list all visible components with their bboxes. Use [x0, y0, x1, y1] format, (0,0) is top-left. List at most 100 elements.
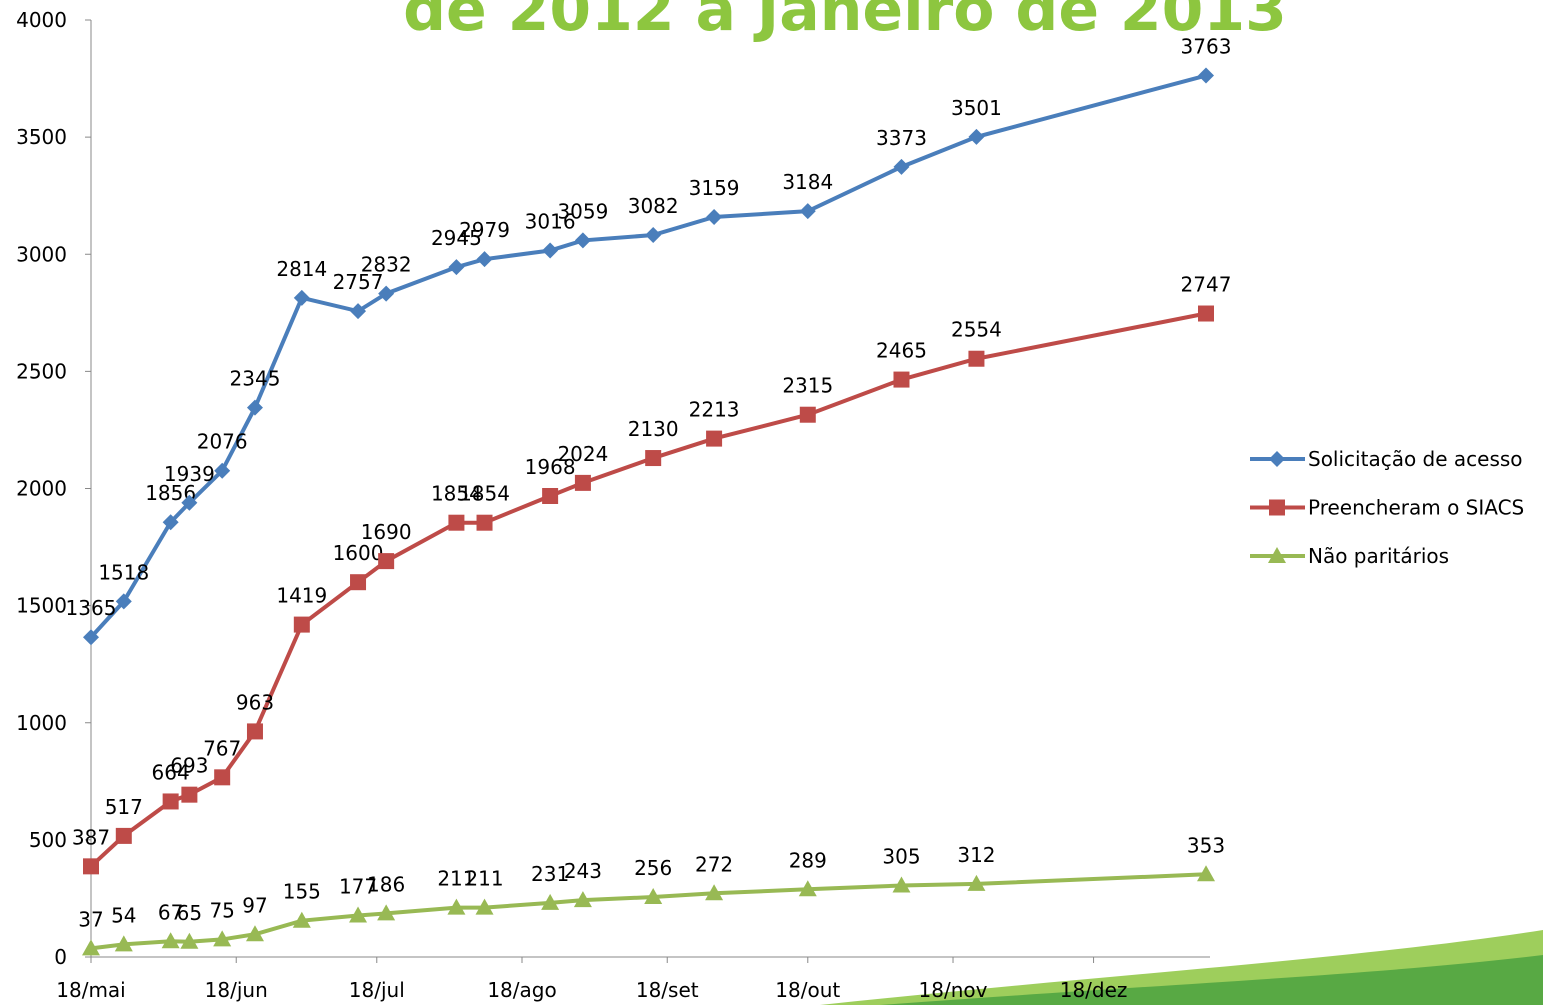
y-tick-label: 0 [54, 945, 67, 969]
data-label: 256 [634, 856, 672, 880]
x-tick-label: 18/ago [487, 978, 556, 1002]
legend-marker [1269, 500, 1285, 516]
marker [294, 617, 310, 633]
marker [575, 232, 591, 248]
marker [247, 723, 263, 739]
data-label: 305 [882, 845, 920, 869]
legend-label: Não paritários [1308, 544, 1449, 568]
marker [214, 769, 230, 785]
data-label: 2130 [628, 417, 679, 441]
data-label: 65 [177, 901, 202, 925]
y-tick-label: 500 [29, 828, 67, 852]
marker [448, 259, 464, 275]
data-label: 97 [242, 893, 267, 917]
y-tick-label: 1500 [16, 594, 67, 618]
series-line [91, 76, 1206, 638]
data-label: 1518 [98, 560, 149, 584]
data-label: 1854 [459, 482, 510, 506]
data-label: 3059 [557, 199, 608, 223]
data-label: 54 [111, 903, 136, 927]
data-label: 2213 [689, 398, 740, 422]
y-tick-label: 3000 [16, 242, 67, 266]
marker [477, 251, 493, 267]
data-label: 963 [236, 690, 274, 714]
data-label: 2315 [782, 374, 833, 398]
marker [706, 431, 722, 447]
y-tick-label: 3500 [16, 125, 67, 149]
marker [645, 227, 661, 243]
data-label: 2814 [276, 257, 327, 281]
marker [378, 553, 394, 569]
marker [294, 290, 310, 306]
x-tick-label: 18/mai [56, 978, 125, 1002]
x-tick-label: 18/set [636, 978, 699, 1002]
marker [350, 574, 366, 590]
marker [800, 203, 816, 219]
data-label: 1419 [276, 584, 327, 608]
marker [83, 858, 99, 874]
data-label: 517 [105, 795, 143, 819]
data-label: 2024 [557, 442, 608, 466]
y-tick-label: 1000 [16, 711, 67, 735]
data-label: 387 [72, 825, 110, 849]
marker [181, 787, 197, 803]
chart: de 2012 a Janeiro de 2013 0 500 1000 1500 20… [0, 0, 1543, 1005]
data-label: 3501 [951, 96, 1002, 120]
legend-label: Preencheram o SIACS [1308, 496, 1524, 520]
marker [542, 488, 558, 504]
marker [1198, 68, 1214, 84]
data-label: 37 [78, 907, 103, 931]
data-label: 1939 [164, 462, 215, 486]
marker [968, 351, 984, 367]
data-label: 2465 [876, 339, 927, 363]
marker [247, 400, 263, 416]
data-label: 2747 [1181, 273, 1232, 297]
y-tick-label: 4000 [16, 8, 67, 32]
data-label: 289 [789, 848, 827, 872]
x-tick-label: 18/jul [349, 978, 405, 1002]
data-label: 272 [695, 852, 733, 876]
data-label: 312 [957, 843, 995, 867]
legend-marker [1269, 451, 1285, 467]
marker [893, 159, 909, 175]
data-label: 3184 [782, 170, 833, 194]
marker [706, 209, 722, 225]
data-label: 75 [209, 898, 234, 922]
marker [448, 515, 464, 531]
data-label: 767 [203, 736, 241, 760]
marker [968, 129, 984, 145]
data-label: 1600 [333, 541, 384, 565]
x-tick-label: 18/dez [1060, 978, 1128, 1002]
data-label: 353 [1187, 833, 1225, 857]
x-tick-label: 18/out [775, 978, 840, 1002]
data-label: 3159 [689, 176, 740, 200]
marker [542, 243, 558, 259]
chart-title: de 2012 a Janeiro de 2013 [403, 0, 1287, 45]
data-label: 186 [367, 872, 405, 896]
marker [163, 793, 179, 809]
y-tick-label: 2000 [16, 477, 67, 501]
marker [477, 515, 493, 531]
data-label: 2076 [197, 430, 248, 454]
marker [116, 828, 132, 844]
x-tick-label: 18/jun [205, 978, 268, 1002]
data-label: 2345 [230, 367, 281, 391]
data-label: 2979 [459, 218, 510, 242]
data-label: 211 [465, 867, 503, 891]
x-tick-label: 18/nov [919, 978, 988, 1002]
data-label: 1365 [66, 596, 117, 620]
marker [1198, 306, 1214, 322]
data-label: 3763 [1181, 35, 1232, 59]
marker [575, 475, 591, 491]
marker [800, 407, 816, 423]
data-label: 155 [283, 880, 321, 904]
data-label: 1690 [361, 520, 412, 544]
data-label: 2832 [361, 253, 412, 277]
data-label: 3082 [628, 194, 679, 218]
data-label: 2554 [951, 318, 1002, 342]
legend-label: Solicitação de acesso [1308, 447, 1523, 471]
marker [893, 372, 909, 388]
data-label: 3373 [876, 126, 927, 150]
data-label: 243 [564, 859, 602, 883]
y-tick-label: 2500 [16, 359, 67, 383]
